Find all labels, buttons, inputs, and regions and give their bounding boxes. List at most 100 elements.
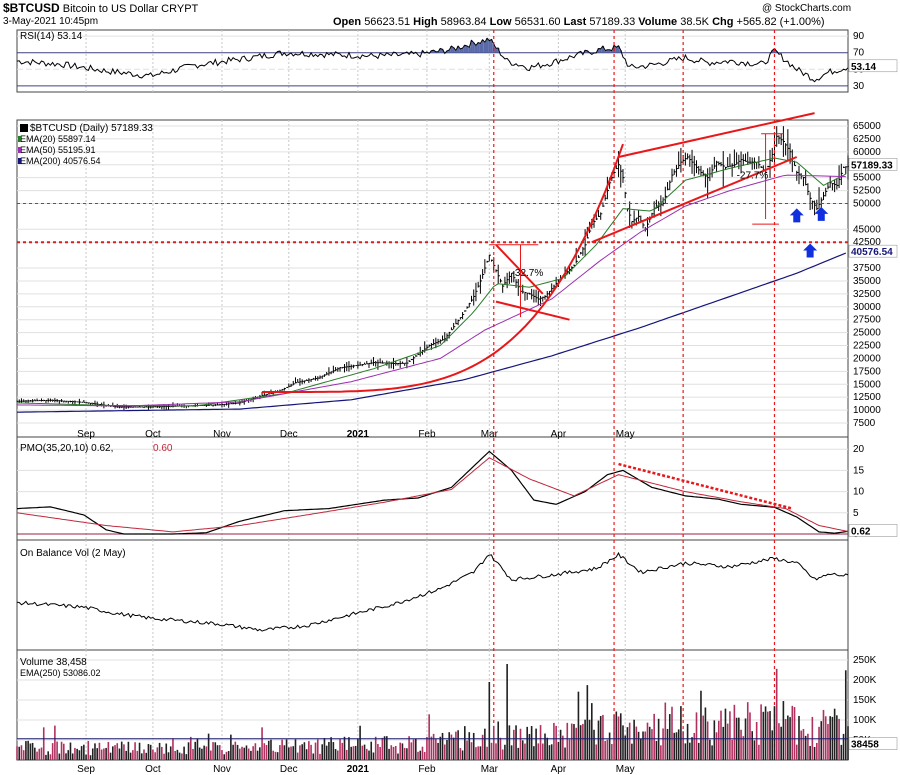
volume-bar xyxy=(267,740,270,760)
volume-bar xyxy=(510,745,513,760)
volume-bar xyxy=(152,749,154,760)
volume-bar xyxy=(470,742,473,760)
volume-bar xyxy=(762,711,765,760)
volume-bar xyxy=(784,719,787,760)
volume-bar xyxy=(686,723,689,760)
volume-bar xyxy=(185,754,188,760)
volume-bar xyxy=(178,752,181,760)
volume-bar xyxy=(602,714,604,760)
price-tick-label: 27500 xyxy=(853,315,881,326)
volume-bar xyxy=(472,732,475,760)
volume-bar xyxy=(201,748,203,760)
x-tick-label: Feb xyxy=(418,764,436,775)
volume-bar xyxy=(383,736,386,760)
volume-bar xyxy=(16,746,18,760)
volume-bar xyxy=(457,730,459,760)
price-tick-label: 55000 xyxy=(853,173,881,184)
volume-bar xyxy=(635,726,638,760)
price-tick-label: 42500 xyxy=(853,237,881,248)
volume-bar xyxy=(223,754,225,760)
volume-tick-label: 200K xyxy=(853,675,877,686)
volume-bar xyxy=(218,745,221,760)
volume-bar xyxy=(733,704,736,760)
pmo-value-badge-box xyxy=(848,524,898,537)
rising-wedge-upper xyxy=(618,112,815,158)
volume-bar xyxy=(98,742,101,760)
volume-bar xyxy=(140,753,143,760)
x-tick-label: Mar xyxy=(481,429,499,440)
volume-bar xyxy=(321,744,324,760)
volume-bar xyxy=(702,715,704,760)
volume-tick-label: 150K xyxy=(853,695,877,706)
volume-value-badge: 38458 xyxy=(851,740,879,751)
x-tick-label: Dec xyxy=(280,429,298,440)
volume-bar xyxy=(401,743,404,760)
volume-bar xyxy=(573,724,575,760)
volume-bar xyxy=(544,733,546,760)
volume-bar xyxy=(504,744,506,760)
volume-bar xyxy=(818,726,820,760)
volume-bar xyxy=(461,750,464,760)
volume-bar xyxy=(156,747,159,760)
volume-bar xyxy=(47,751,49,760)
volume-bar xyxy=(368,750,370,760)
volume-bar xyxy=(626,727,629,760)
volume-bar xyxy=(187,742,190,760)
volume-bar xyxy=(673,732,676,760)
volume-bar xyxy=(566,722,569,760)
volume-bar xyxy=(250,750,252,760)
ema20-legend: EMA(20) 55897.14 xyxy=(20,134,96,144)
pmo-signal-legend: 0.60 xyxy=(153,443,173,454)
volume-bar xyxy=(94,743,96,760)
volume-bar xyxy=(766,711,769,760)
volume-bar xyxy=(109,752,112,760)
volume-bar xyxy=(210,750,212,760)
volume-bar xyxy=(414,738,417,760)
volume-bar xyxy=(597,720,600,760)
volume-bar xyxy=(372,752,375,760)
volume-bar xyxy=(742,736,745,760)
volume-bar xyxy=(100,749,103,760)
volume-bar xyxy=(31,742,34,760)
volume-bar xyxy=(394,745,397,760)
volume-bar xyxy=(212,742,214,760)
volume-bar xyxy=(256,750,259,760)
volume-bar xyxy=(724,708,727,760)
volume-bar xyxy=(611,744,613,760)
volume-bar xyxy=(579,725,582,760)
volume-bar xyxy=(221,750,223,760)
volume-bar xyxy=(91,748,94,760)
volume-bar xyxy=(114,745,116,760)
price-tick-label: 35000 xyxy=(853,276,881,287)
volume-bar xyxy=(305,749,308,760)
volume-bar xyxy=(403,747,406,760)
volume-bar xyxy=(782,701,785,760)
volume-bar xyxy=(129,752,132,760)
volume-bar xyxy=(198,747,201,760)
volume-bar xyxy=(775,668,778,760)
volume-bar xyxy=(303,742,306,760)
volume-bar xyxy=(675,732,678,760)
volume-bar xyxy=(695,712,698,760)
volume-bar xyxy=(343,736,346,760)
volume-bar xyxy=(439,736,442,760)
volume-bar xyxy=(528,734,531,760)
volume-bar xyxy=(637,731,640,760)
quote-last: 57189.33 xyxy=(589,16,636,28)
volume-bar xyxy=(386,736,388,760)
volume-bar xyxy=(622,725,624,760)
volume-bar xyxy=(773,706,776,760)
volume-bar xyxy=(709,739,711,760)
volume-bar xyxy=(34,747,36,760)
volume-bar xyxy=(557,741,560,760)
flag-upper-line xyxy=(495,244,544,295)
volume-bar xyxy=(74,747,76,760)
volume-bar xyxy=(40,747,43,760)
volume-bar xyxy=(706,721,709,760)
rsi-legend: RSI(14) 53.14 xyxy=(20,31,83,42)
volume-bar xyxy=(726,723,729,760)
volume-bar xyxy=(381,737,384,760)
volume-bar xyxy=(80,746,83,760)
ema50-legend: EMA(50) 55195.91 xyxy=(20,145,96,155)
volume-bar xyxy=(693,732,696,760)
